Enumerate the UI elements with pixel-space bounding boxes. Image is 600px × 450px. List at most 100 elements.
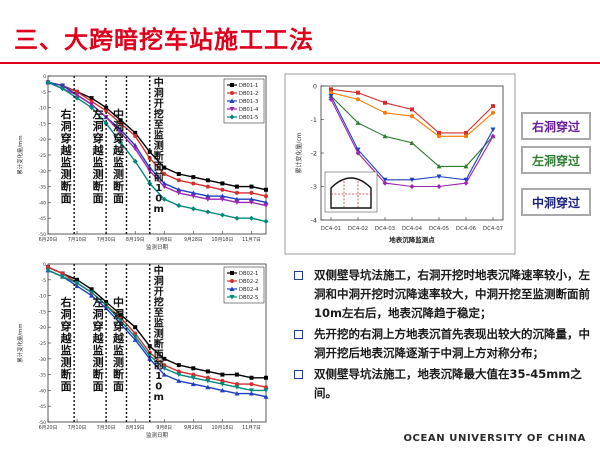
y-tick-label: -5 xyxy=(41,90,46,96)
chart-point xyxy=(104,108,109,113)
y-tick-label: -45 xyxy=(38,404,46,410)
chart-point xyxy=(176,363,181,368)
x-tick-label: 10月18日 xyxy=(211,425,233,431)
chart-point xyxy=(436,163,442,169)
chart-point xyxy=(409,184,415,189)
legend-label: DB01-2 xyxy=(239,91,258,97)
chart-point xyxy=(220,378,225,383)
chart-point xyxy=(436,184,442,189)
x-tick-label: 6月20日 xyxy=(39,425,58,431)
chart-point xyxy=(410,114,414,119)
chart-point xyxy=(355,150,361,156)
label-middle-tunnel: 中洞穿过 xyxy=(521,188,591,216)
chart-point xyxy=(490,133,496,139)
chart-point xyxy=(205,193,211,199)
chart-point xyxy=(464,130,468,135)
label-left-tunnel-text: 左洞穿过 xyxy=(531,153,580,168)
chart-point xyxy=(162,356,167,361)
chart-point xyxy=(436,174,442,179)
chart-point xyxy=(234,215,240,221)
chart-point xyxy=(490,127,496,133)
y-tick-label: -10 xyxy=(38,294,46,300)
chart-point xyxy=(147,344,152,349)
chart-point xyxy=(190,206,196,212)
chart-point xyxy=(205,378,211,384)
chart-point xyxy=(205,375,210,380)
chart-point xyxy=(176,187,182,192)
chart-point xyxy=(89,293,95,298)
chart-point xyxy=(382,133,388,139)
chart-point xyxy=(229,286,235,291)
x-tick-label: DC4-07 xyxy=(483,226,503,232)
chart-point xyxy=(176,203,182,209)
chart-point xyxy=(118,312,123,317)
y-tick-label: -5 xyxy=(41,278,46,284)
chart-point xyxy=(410,107,414,112)
chart-point xyxy=(230,279,234,283)
chart-point xyxy=(219,382,225,387)
chart-point xyxy=(118,130,124,136)
y-tick-label: -50 xyxy=(38,420,46,426)
chart-point xyxy=(132,146,138,152)
chart-point xyxy=(205,178,210,183)
chart-point xyxy=(356,90,360,95)
square-bullet-icon xyxy=(294,330,303,339)
chart-point xyxy=(190,194,196,199)
chart-point xyxy=(463,177,469,183)
chart-point xyxy=(133,331,138,336)
chart-point xyxy=(463,180,469,186)
chart-point xyxy=(234,196,240,202)
x-tick-label: 7月30日 xyxy=(97,237,116,243)
x-tick-label: 6月20日 xyxy=(39,237,58,243)
chart-point xyxy=(60,274,66,280)
chart-point xyxy=(133,325,138,330)
chart-point xyxy=(263,199,269,205)
legend-label: DB02-4 xyxy=(239,287,259,293)
chart-point xyxy=(249,382,254,387)
chart-point xyxy=(89,96,94,101)
chart-point xyxy=(147,356,153,361)
y-axis-label: 累计变化量/mm xyxy=(16,323,24,362)
x-tick-label: 10月18日 xyxy=(211,237,233,243)
phase-annotation: 左洞穿越监测断面 xyxy=(92,295,105,393)
x-tick-label: 8月19日 xyxy=(126,425,145,431)
chart-point xyxy=(45,268,51,273)
y-tick-label: -30 xyxy=(38,169,46,175)
chart-point xyxy=(234,190,239,195)
legend-label: DB02-5 xyxy=(239,295,258,301)
chart-point xyxy=(263,394,269,399)
chart-point xyxy=(133,130,138,135)
x-axis-label: 监测日期 xyxy=(146,431,169,439)
chart-point xyxy=(219,212,225,218)
square-bullet-icon xyxy=(294,370,303,379)
chart-point xyxy=(205,384,211,390)
chart-point xyxy=(89,105,95,111)
series-line xyxy=(47,81,267,197)
chart-point xyxy=(229,98,235,103)
chart-point xyxy=(234,385,240,390)
chart-point xyxy=(383,110,387,115)
chart-point xyxy=(437,134,441,139)
chart-point xyxy=(60,82,66,88)
chart-point xyxy=(230,91,234,95)
chart-point xyxy=(248,196,254,202)
chart-point xyxy=(383,100,387,105)
chart-point xyxy=(147,168,153,174)
phase-annotation: 右洞穿越监测断面 xyxy=(60,295,73,393)
y-tick-label: -30 xyxy=(38,357,46,363)
chart-point xyxy=(205,197,211,202)
chart-point xyxy=(264,375,268,380)
chart-point xyxy=(355,120,361,125)
y-axis-label: 累计变化量/mm xyxy=(16,135,24,174)
chart-point xyxy=(463,163,469,169)
x-tick-label: 11月7日 xyxy=(242,425,261,431)
chart-point xyxy=(264,385,268,390)
series-line xyxy=(47,81,267,191)
chart-point xyxy=(74,92,80,98)
chart-point xyxy=(464,134,468,139)
slide-title: 三、大跨暗挖车站施工工法 xyxy=(14,26,314,54)
chart-point xyxy=(230,271,234,275)
y-tick-label: -40 xyxy=(38,200,46,206)
chart-point xyxy=(219,193,225,199)
chart-point xyxy=(219,387,225,393)
